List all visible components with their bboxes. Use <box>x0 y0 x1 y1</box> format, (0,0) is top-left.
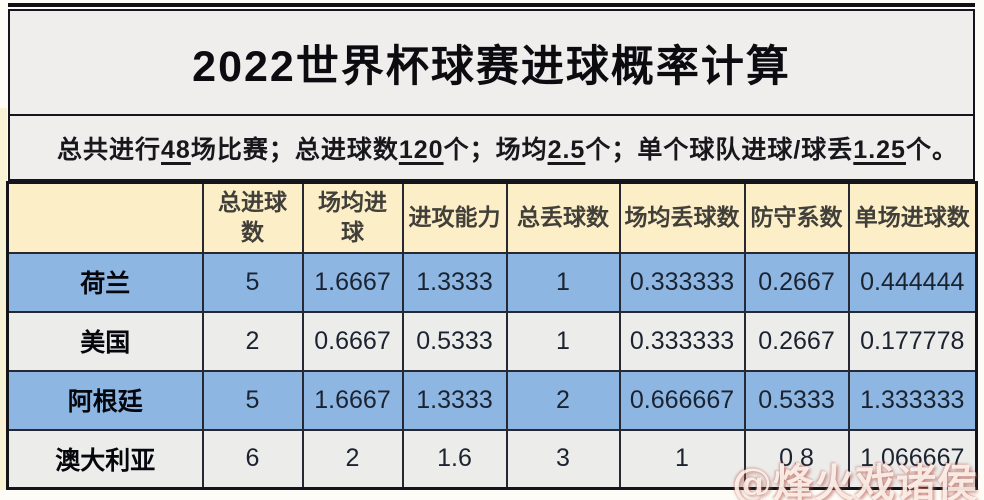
value-cell: 1.3333 <box>401 369 508 431</box>
value-cell: 0.333333 <box>618 251 746 313</box>
value-cell: 0.8 <box>743 428 850 490</box>
table-row: 澳大利亚 6 2 1.6 3 1 0.8 1.066667 <box>6 428 978 490</box>
summary-banner: 总共进行48场比赛；总进球数120个；场均2.5个；单个球队进球/球丢1.25个… <box>8 116 975 181</box>
value-cell: 0.2667 <box>743 251 850 313</box>
column-header: 总进球数 <box>201 181 304 254</box>
summary-text-segment: 个。 <box>905 135 958 164</box>
team-name-cell: 阿根廷 <box>6 369 204 431</box>
value-cell: 2 <box>301 428 404 490</box>
value-cell: 1 <box>505 251 621 313</box>
summary-text-segment: 总共进行 <box>57 135 162 164</box>
value-cell: 0.5333 <box>743 369 850 431</box>
top-divider <box>8 3 975 7</box>
summary-text-segment: 场比赛；总进球数 <box>190 135 399 164</box>
value-cell: 0.177778 <box>847 310 978 372</box>
value-cell: 1.6667 <box>301 251 404 313</box>
stats-table: 总进球数 场均进球 进攻能力 总丢球数 场均丢球数 防守系数 单场进球数 荷兰 5 1.6667… <box>6 181 978 490</box>
title-banner: 2022世界杯球赛进球概率计算 <box>8 9 975 116</box>
summary-text: 总共进行48场比赛；总进球数120个；场均2.5个；单个球队进球/球丢1.25个… <box>57 130 958 166</box>
value-cell: 1 <box>618 428 746 490</box>
table-row: 荷兰 5 1.6667 1.3333 1 0.333333 0.2667 0.444444 <box>6 251 978 313</box>
summary-text-segment: 个；场均 <box>443 135 548 164</box>
column-header: 防守系数 <box>743 181 850 254</box>
table-row: 美国 2 0.6667 0.5333 1 0.333333 0.2667 0.177778 <box>6 310 978 372</box>
column-header: 总丢球数 <box>505 181 621 254</box>
column-header: 进攻能力 <box>401 181 508 254</box>
value-cell: 2 <box>201 310 304 372</box>
team-name-cell: 荷兰 <box>6 251 204 313</box>
value-cell: 1.333333 <box>847 369 978 431</box>
value-cell: 1.6 <box>401 428 508 490</box>
value-cell: 2 <box>505 369 621 431</box>
value-cell: 1.6667 <box>301 369 404 431</box>
value-cell: 1.066667 <box>847 428 978 490</box>
value-cell: 0.2667 <box>743 310 850 372</box>
value-cell: 0.333333 <box>618 310 746 372</box>
column-header: 场均进球 <box>301 181 404 254</box>
left-margin-strip <box>0 108 7 490</box>
summary-number: 120 <box>398 135 444 164</box>
summary-number: 1.25 <box>853 135 906 164</box>
team-name-cell: 美国 <box>6 310 204 372</box>
value-cell: 0.666667 <box>618 369 746 431</box>
summary-text-segment: 个；单个球队进球/球丢 <box>585 135 854 164</box>
value-cell: 5 <box>201 369 304 431</box>
summary-number: 2.5 <box>547 135 586 164</box>
value-cell: 3 <box>505 428 621 490</box>
value-cell: 1.3333 <box>401 251 508 313</box>
page-title: 2022世界杯球赛进球概率计算 <box>192 42 791 91</box>
value-cell: 6 <box>201 428 304 490</box>
column-header: 单场进球数 <box>847 181 978 254</box>
team-name-cell: 澳大利亚 <box>6 428 204 490</box>
table-header-row: 总进球数 场均进球 进攻能力 总丢球数 场均丢球数 防守系数 单场进球数 <box>6 181 978 254</box>
value-cell: 5 <box>201 251 304 313</box>
table-row: 阿根廷 5 1.6667 1.3333 2 0.666667 0.5333 1.333333 <box>6 369 978 431</box>
value-cell: 1 <box>505 310 621 372</box>
summary-number: 48 <box>161 135 191 164</box>
column-header: 场均丢球数 <box>618 181 746 254</box>
value-cell: 0.5333 <box>401 310 508 372</box>
team-column-header <box>6 181 204 254</box>
value-cell: 0.6667 <box>301 310 404 372</box>
value-cell: 0.444444 <box>847 251 978 313</box>
